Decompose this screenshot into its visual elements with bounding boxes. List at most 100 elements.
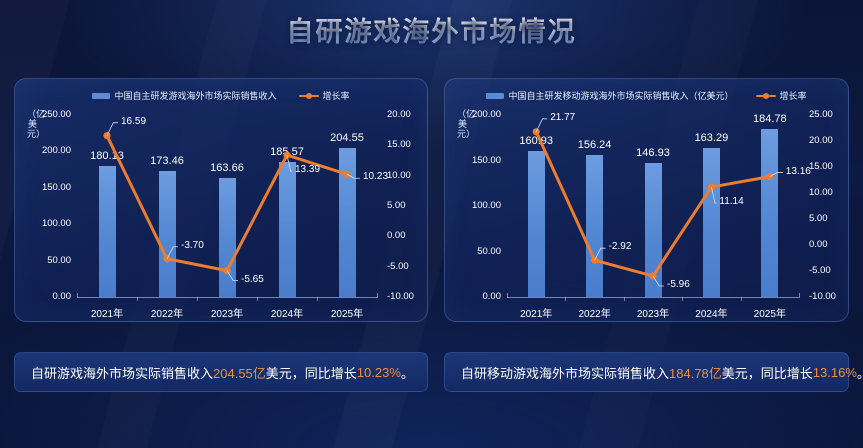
- plot-area-left: 0.00 50.00 100.00 150.00 200.00 250.00 -10.00 -…: [42, 109, 414, 320]
- charts-container: 中国自主研发游戏海外市场实际销售收入 增长率 （亿美元） 0.00 50.00 10…: [0, 78, 863, 324]
- bar-2024年: [278, 161, 296, 297]
- y-axis-title-right: （亿美元）: [457, 109, 476, 139]
- x-axis-tickmark: [565, 297, 567, 301]
- y-axis-tick-right: 25.00: [809, 109, 833, 120]
- page-title-container: 自研游戏海外市场情况: [0, 10, 863, 49]
- label-leader-line: [594, 247, 606, 261]
- caption-text-part2: 美元，同比增长: [721, 365, 813, 381]
- y-axis-tick-right: 0.00: [809, 239, 828, 250]
- legend-item-line: 增长率: [755, 89, 807, 102]
- x-axis-tickmark: [623, 297, 625, 301]
- line-value-label: 13.39: [295, 164, 321, 176]
- bar-value-label: 173.46: [150, 154, 184, 167]
- legend-item-bar: 中国自主研发移动游戏海外市场实际销售收入（亿美元）: [486, 89, 734, 102]
- caption-overseas-total: 自研游戏海外市场实际销售收入 204.55亿 美元，同比增长 10.23%。: [14, 352, 428, 392]
- y-axis-tick-left: 0.00: [482, 291, 502, 302]
- line-value-label: -5.65: [241, 273, 264, 285]
- x-axis-tick-label: 2024年: [695, 309, 728, 320]
- growth-rate-line-series: [103, 122, 360, 282]
- line-point-2023年: [649, 272, 657, 280]
- legend-line-label: 增长率: [322, 91, 350, 101]
- y-axis-tick-right: -5.00: [809, 265, 831, 276]
- label-leader-line: [226, 270, 238, 282]
- y-axis-tick-right: 10.00: [387, 169, 411, 181]
- bar-value-label: 163.66: [210, 161, 244, 174]
- legend-bar-swatch-icon: [92, 92, 111, 99]
- legend-line-swatch-icon: [298, 92, 319, 100]
- x-axis-end-cap: [799, 293, 800, 298]
- caption-text-part3: 。: [400, 365, 414, 381]
- line-path: [105, 134, 349, 273]
- x-axis-tickmark: [137, 297, 138, 301]
- legend-item-bar: 中国自主研发游戏海外市场实际销售收入: [92, 89, 277, 102]
- x-axis-line: [77, 297, 377, 298]
- x-axis-tick-label: 2022年: [150, 309, 184, 320]
- y-axis-tick-right: 20.00: [387, 109, 411, 120]
- y-axis-tick-left: 100.00: [471, 200, 501, 211]
- y-axis-tick-right: 0.00: [387, 230, 406, 242]
- legend-line-label: 增长率: [779, 91, 807, 101]
- line-value-label: 21.77: [550, 111, 576, 123]
- x-axis-tick-label: 2023年: [636, 309, 670, 320]
- y-axis-tick-left: 50.00: [477, 245, 501, 257]
- legend-item-line: 增长率: [298, 89, 350, 102]
- label-leader-line: [106, 122, 118, 136]
- line-value-label: 16.59: [121, 115, 147, 127]
- bar-value-label: 160.93: [519, 134, 554, 147]
- label-leader-line: [711, 186, 717, 204]
- y-axis-tick-left: 0.00: [52, 291, 72, 302]
- y-axis-tick-right: 5.00: [809, 213, 828, 224]
- y-axis-tick-right: -10.00: [387, 291, 414, 302]
- bar-2022年: [158, 170, 176, 297]
- chart-legend-right: 中国自主研发移动游戏海外市场实际销售收入（亿美元） 增长率: [445, 89, 848, 102]
- line-value-label: -5.96: [667, 278, 690, 290]
- x-axis-tickmark: [197, 297, 198, 301]
- x-axis-tick-label: 2023年: [210, 309, 244, 320]
- y-axis-tick-right: 15.00: [809, 161, 833, 172]
- line-value-label: -2.92: [608, 241, 632, 253]
- legend-bar-label: 中国自主研发移动游戏海外市场实际销售收入（亿美元）: [508, 91, 734, 101]
- label-leader-line: [652, 275, 664, 287]
- bar-2021年: [98, 165, 116, 297]
- chart-panel-overseas-total: 中国自主研发游戏海外市场实际销售收入 增长率 （亿美元） 0.00 50.00 10…: [14, 78, 428, 322]
- page-title: 自研游戏海外市场情况: [287, 10, 577, 49]
- y-axis-tick-right: 15.00: [387, 139, 411, 151]
- y-axis-tick-right: 5.00: [387, 200, 406, 211]
- y-axis-tick-left: 50.00: [47, 254, 71, 266]
- label-leader-line: [769, 172, 783, 177]
- x-axis-tick-label: 2025年: [330, 309, 364, 320]
- line-point-2021年: [532, 128, 540, 136]
- x-axis-tick-label: 2021年: [90, 309, 124, 320]
- bar-value-label: 156.24: [577, 138, 612, 151]
- legend-line-swatch-icon: [755, 92, 776, 100]
- x-axis-tick-label: 2024年: [270, 309, 304, 320]
- captions-container: 自研游戏海外市场实际销售收入 204.55亿 美元，同比增长 10.23%。 自研移动…: [0, 352, 863, 396]
- x-axis-tickmark: [317, 297, 318, 301]
- x-axis-tick-label: 2025年: [753, 309, 786, 320]
- y-axis-tick-right: -10.00: [809, 291, 836, 302]
- x-axis-tick-label: 2022年: [578, 309, 611, 320]
- label-leader-line: [346, 173, 360, 179]
- line-value-label: 11.14: [719, 196, 744, 208]
- caption-growth-rate: 10.23%: [356, 364, 401, 380]
- bar-value-label: 146.93: [636, 147, 670, 160]
- caption-text-part3: 。: [857, 363, 863, 382]
- x-axis-tick-label: 2021年: [520, 309, 553, 320]
- chart-legend-left: 中国自主研发游戏海外市场实际销售收入 增长率: [15, 89, 427, 102]
- bar-2023年: [218, 177, 236, 297]
- x-axis-end-cap: [77, 293, 78, 298]
- legend-bar-swatch-icon: [486, 92, 505, 99]
- line-point-2024年: [707, 183, 715, 191]
- caption-growth-rate: 13.16%: [812, 364, 857, 380]
- bar-2023年: [644, 163, 662, 297]
- y-axis-tick-left: 150.00: [471, 154, 501, 166]
- y-axis-tick-left: 200.00: [471, 109, 501, 120]
- plot-area-right: 0.00 50.00 100.00 150.00 200.00 -10.00 -5.00 0.…: [472, 109, 836, 320]
- caption-value: 204.55亿: [213, 365, 266, 381]
- line-value-label: 13.16: [785, 165, 811, 177]
- x-axis-end-cap: [507, 293, 508, 298]
- label-leader-line: [286, 155, 292, 172]
- y-axis-tick-left: 150.00: [41, 181, 71, 193]
- label-leader-line: [166, 246, 178, 259]
- x-axis-end-cap: [377, 293, 378, 298]
